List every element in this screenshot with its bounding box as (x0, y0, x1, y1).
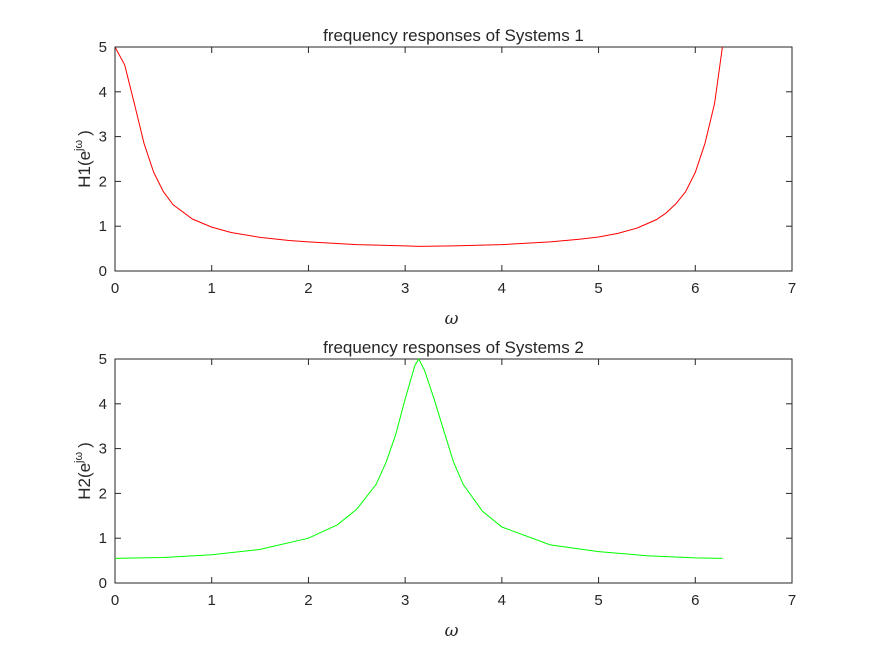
chart-1-x-tick-label: 5 (594, 280, 602, 297)
chart-1-y-tick-label: 0 (99, 263, 107, 280)
chart-1-y-axis-label: H1(ejω) (73, 130, 94, 188)
chart-1-y-tick-label: 5 (99, 39, 107, 56)
chart-1-y-tick-label: 3 (99, 129, 107, 146)
chart-2-y-tick-label: 5 (99, 351, 107, 368)
chart-2-x-tick-label: 1 (208, 592, 216, 609)
chart-1-y-tick-label: 4 (99, 84, 107, 101)
chart-2-x-tick-label: 2 (304, 592, 312, 609)
chart-2-y-tick-label: 3 (99, 441, 107, 458)
chart-1-plot-area (114, 46, 793, 272)
chart-1-x-tick-label: 1 (208, 280, 216, 297)
chart-2-x-tick-label: 6 (691, 592, 699, 609)
chart-1-y-tick-label: 1 (99, 218, 107, 235)
chart-2-x-tick-label: 3 (401, 592, 409, 609)
chart-1-x-tick-label: 3 (401, 280, 409, 297)
chart-2-y-tick-label: 0 (99, 575, 107, 592)
chart-2-title: frequency responses of Systems 2 (323, 338, 584, 357)
chart-2-plot-area (114, 358, 793, 584)
chart-2: 0 1 2 3 4 5 6 7 0 1 2 3 4 5 frequency responses of Sys… (73, 338, 796, 641)
chart-2-x-axis-label: ω (445, 621, 459, 641)
chart-2-y-tick-label: 1 (99, 530, 107, 547)
chart-1-x-tick-label: 0 (111, 280, 119, 297)
chart-1-x-tick-label: 7 (788, 280, 796, 297)
chart-1-series-line-1 (114, 46, 723, 247)
chart-1-x-axis-label: ω (445, 309, 459, 329)
chart-2-y-tick-label: 2 (99, 485, 107, 502)
chart-1-x-tick-label: 6 (691, 280, 699, 297)
chart-1-title: frequency responses of Systems 1 (323, 26, 584, 45)
chart-2-series-line-1 (114, 357, 723, 559)
chart-1: 0 1 2 3 4 5 6 7 0 1 2 3 4 5 frequency responses of Sys… (73, 26, 796, 329)
chart-1-x-tick-label: 4 (498, 280, 506, 297)
chart-2-x-tick-label: 7 (788, 592, 796, 609)
chart-1-y-tick-label: 2 (99, 173, 107, 190)
chart-2-x-tick-label: 5 (594, 592, 602, 609)
chart-2-x-tick-label: 0 (111, 592, 119, 609)
chart-2-y-tick-label: 4 (99, 396, 107, 413)
chart-2-y-axis-label: H2(ejω) (73, 442, 94, 500)
chart-1-x-tick-label: 2 (304, 280, 312, 297)
chart-2-x-tick-label: 4 (498, 592, 506, 609)
